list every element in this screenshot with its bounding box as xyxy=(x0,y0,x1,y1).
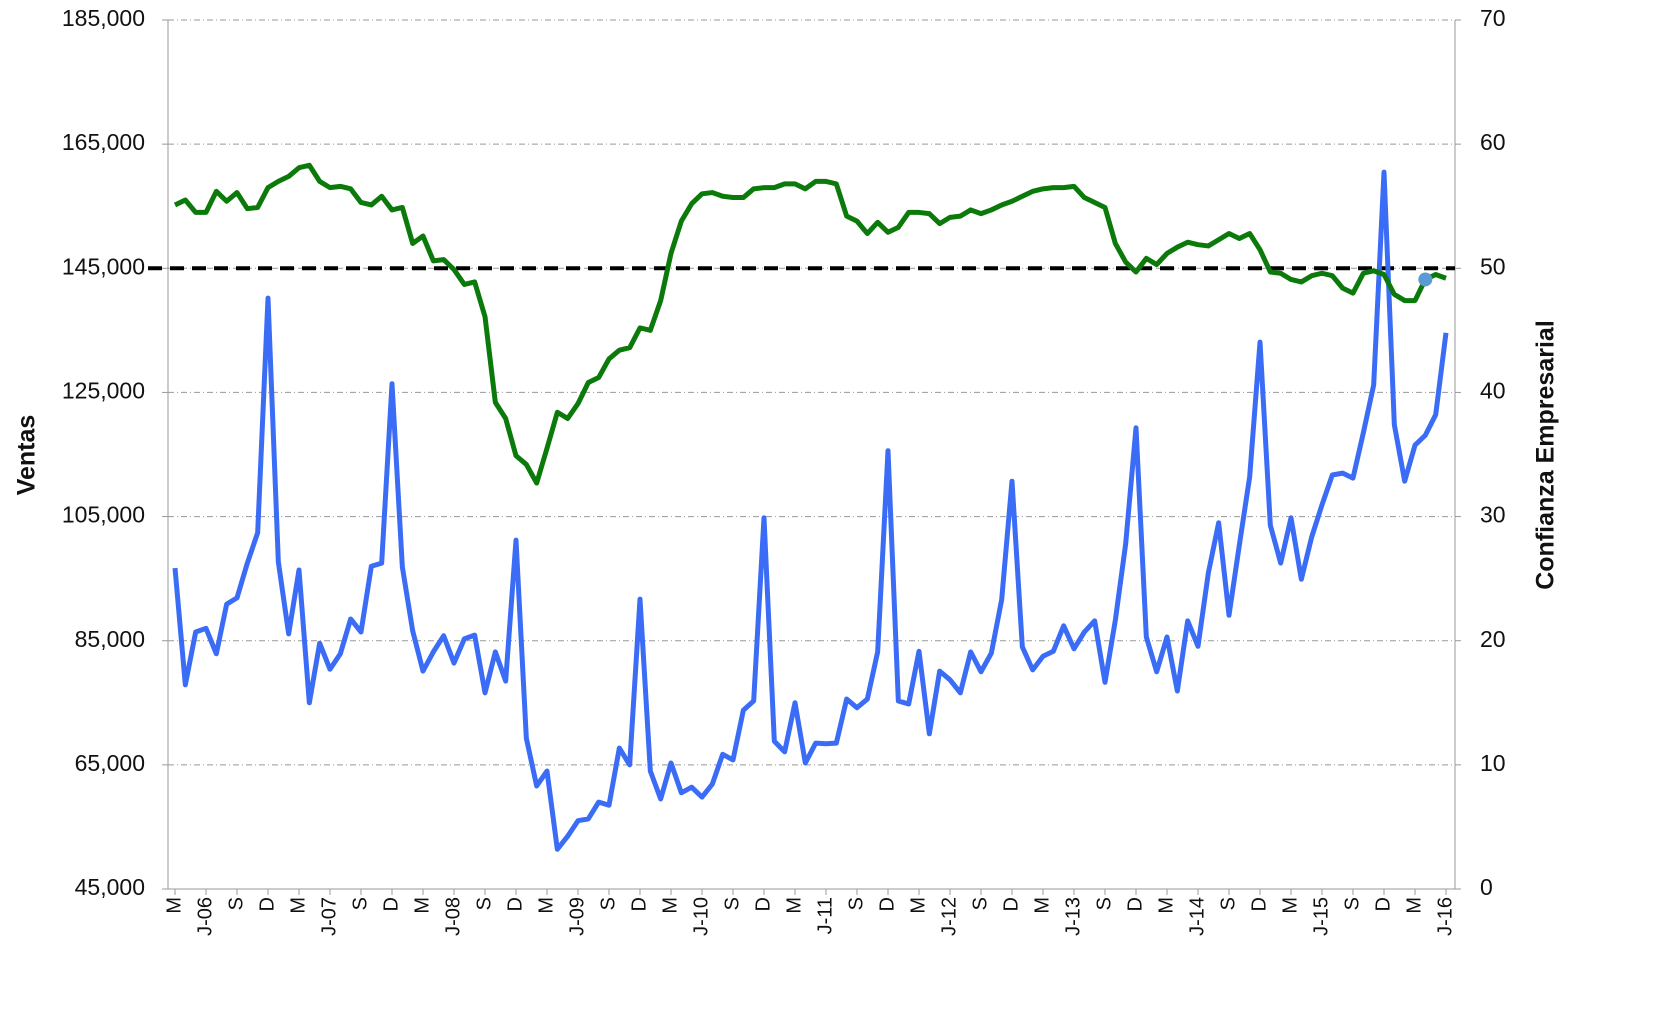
y2-tick-label: 0 xyxy=(1480,874,1493,900)
x-tick-label: J-10 xyxy=(690,897,712,936)
line-series xyxy=(172,169,1449,852)
x-tick-label: J-16 xyxy=(1434,897,1456,936)
x-tick-label: D xyxy=(504,897,526,911)
x-tick-label: M xyxy=(411,897,433,914)
y2-axis-title: Confianza Empresarial xyxy=(1532,320,1560,590)
y-tick-label: 185,000 xyxy=(62,5,145,31)
x-tick-label: J-08 xyxy=(442,897,464,936)
x-tick-label: M xyxy=(163,897,185,914)
x-tick-label: M xyxy=(907,897,929,914)
x-tick-label: S xyxy=(1217,897,1239,910)
x-tick-label: J-15 xyxy=(1310,897,1332,936)
y-tick-label: 45,000 xyxy=(75,874,145,900)
y-tick-label: 105,000 xyxy=(62,502,145,528)
x-tick-label: J-09 xyxy=(566,897,588,936)
x-tick-label: S xyxy=(349,897,371,910)
x-tick-label: S xyxy=(473,897,495,910)
x-tick-label: S xyxy=(597,897,619,910)
x-tick-label: S xyxy=(845,897,867,910)
y2-tick-label: 10 xyxy=(1480,750,1506,776)
highlight-point xyxy=(1418,272,1433,287)
x-tick-label: M xyxy=(783,897,805,914)
x-tick-label: S xyxy=(969,897,991,910)
y2-tick-label: 40 xyxy=(1480,378,1506,404)
x-tick-label: J-07 xyxy=(318,897,340,936)
x-tick-label: J-12 xyxy=(938,897,960,936)
x-tick-label: S xyxy=(1341,897,1363,910)
x-tick-label: S xyxy=(1093,897,1115,910)
line-series xyxy=(173,162,1447,486)
x-tick-label: D xyxy=(752,897,774,911)
x-tick-label: M xyxy=(1279,897,1301,914)
x-tick-label: D xyxy=(1372,897,1394,911)
x-tick-label: M xyxy=(287,897,309,914)
x-tick-label: J-06 xyxy=(194,897,216,936)
x-tick-label: D xyxy=(1248,897,1270,911)
x-tick-label: M xyxy=(1031,897,1053,914)
x-tick-label: D xyxy=(628,897,650,911)
y-axis-title: Ventas xyxy=(13,415,41,496)
x-tick-label: D xyxy=(876,897,898,911)
y-tick-label: 145,000 xyxy=(62,253,145,279)
x-tick-label: D xyxy=(256,897,278,911)
x-tick-label: J-13 xyxy=(1062,897,1084,936)
y-tick-label: 65,000 xyxy=(75,750,145,776)
y2-tick-label: 20 xyxy=(1480,626,1506,652)
x-tick-label: M xyxy=(535,897,557,914)
x-tick-label: D xyxy=(1124,897,1146,911)
y2-tick-label: 30 xyxy=(1480,502,1506,528)
x-tick-label: J-11 xyxy=(814,897,836,934)
x-tick-label: S xyxy=(721,897,743,910)
y-tick-label: 85,000 xyxy=(75,626,145,652)
y-tick-label: 125,000 xyxy=(62,378,145,404)
x-tick-label: M xyxy=(1403,897,1425,914)
x-tick-label: S xyxy=(225,897,247,910)
x-tick-label: M xyxy=(659,897,681,914)
x-tick-label: D xyxy=(1000,897,1022,911)
x-tick-label: J-14 xyxy=(1186,897,1208,936)
x-tick-label: M xyxy=(1155,897,1177,914)
y2-tick-label: 60 xyxy=(1480,129,1506,155)
y-tick-label: 165,000 xyxy=(62,129,145,155)
y2-tick-label: 50 xyxy=(1480,253,1506,279)
y2-tick-label: 70 xyxy=(1480,5,1506,31)
x-tick-label: D xyxy=(380,897,402,911)
